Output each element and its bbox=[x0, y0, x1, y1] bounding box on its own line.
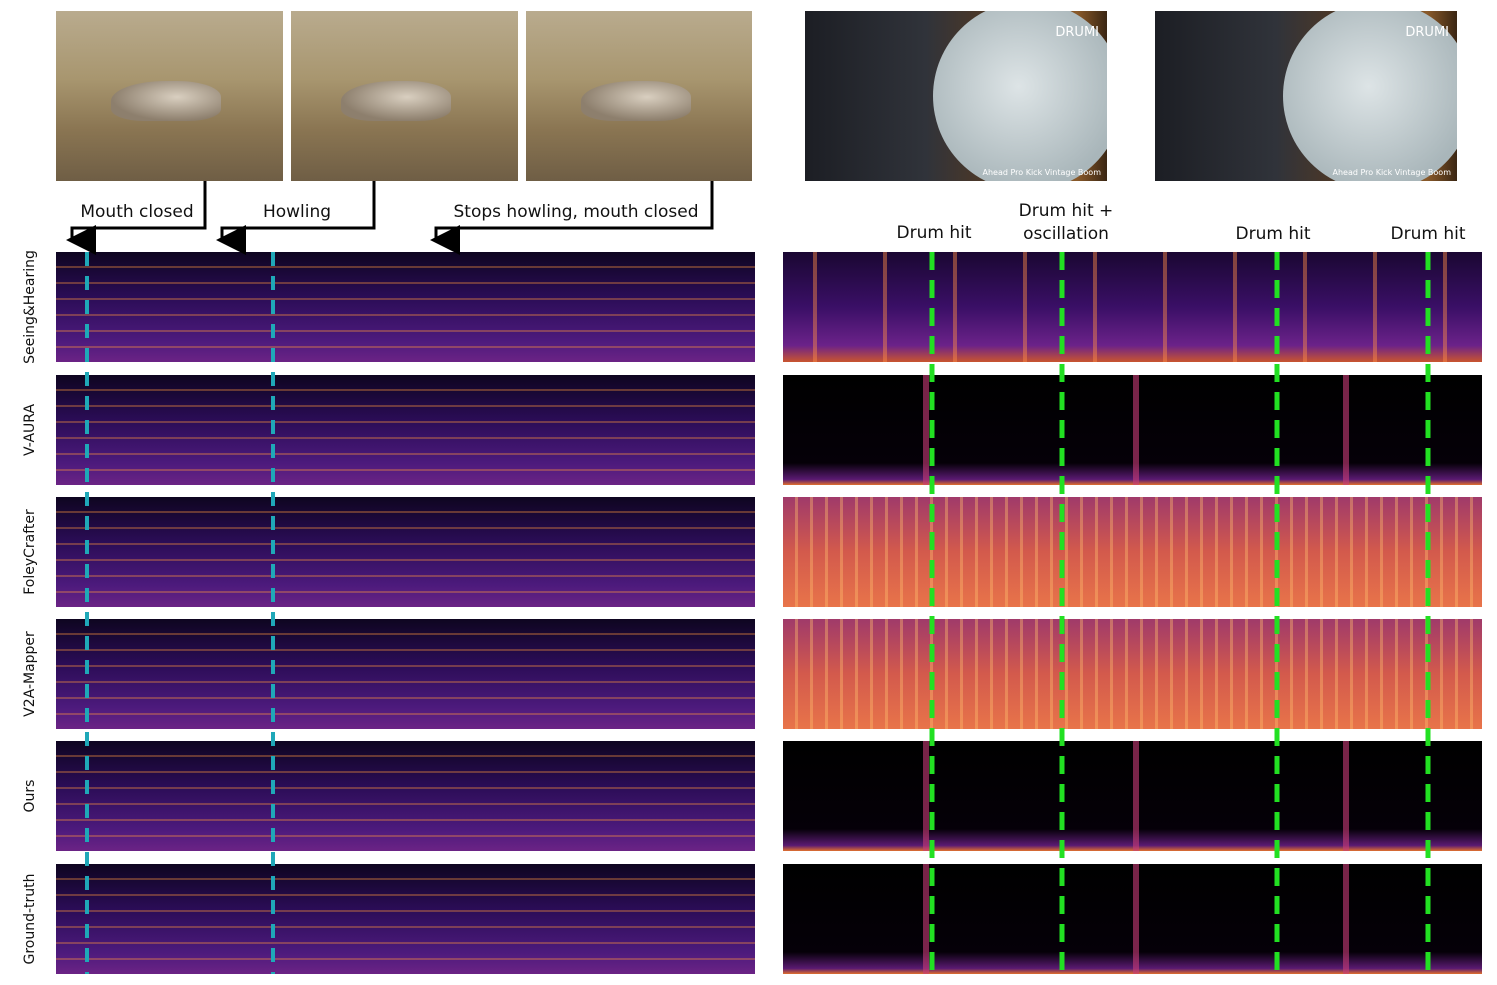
arrow bbox=[430, 181, 714, 255]
brand-text: DRUMI bbox=[1405, 25, 1449, 40]
spectrogram bbox=[783, 252, 1482, 362]
drum-photo: DRUMI Ahead Pro Kick Vintage Boom bbox=[1155, 11, 1457, 181]
spectrogram bbox=[56, 741, 755, 851]
spectrogram bbox=[783, 497, 1482, 607]
spectrogram bbox=[783, 375, 1482, 485]
annotation: Drum hit + oscillation bbox=[1018, 201, 1114, 244]
coyote-photo bbox=[56, 11, 283, 181]
caption-text: Ahead Pro Kick Vintage Boom bbox=[982, 168, 1101, 177]
coyote-photo bbox=[291, 11, 518, 181]
annotation: Howling bbox=[262, 202, 332, 222]
annotation: Drum hit bbox=[1390, 224, 1466, 244]
drum-photo: DRUMI Ahead Pro Kick Vintage Boom bbox=[805, 11, 1107, 181]
annotation: Stops howling, mouth closed bbox=[453, 202, 699, 222]
spectrogram bbox=[56, 864, 755, 974]
spectrogram bbox=[56, 497, 755, 607]
spectrogram bbox=[783, 741, 1482, 851]
spectrogram bbox=[56, 375, 755, 485]
arrow bbox=[66, 181, 207, 255]
brand-text: DRUMI bbox=[1055, 25, 1099, 40]
spectrogram bbox=[56, 619, 755, 729]
annotation: Mouth closed bbox=[80, 202, 194, 222]
spectrogram bbox=[783, 619, 1482, 729]
annotation: Drum hit bbox=[1235, 224, 1311, 244]
annotation: Drum hit bbox=[896, 223, 972, 243]
spectrogram bbox=[783, 864, 1482, 974]
spectrogram bbox=[56, 252, 755, 362]
coyote-photo bbox=[526, 11, 752, 181]
arrow bbox=[216, 181, 376, 255]
caption-text: Ahead Pro Kick Vintage Boom bbox=[1332, 168, 1451, 177]
